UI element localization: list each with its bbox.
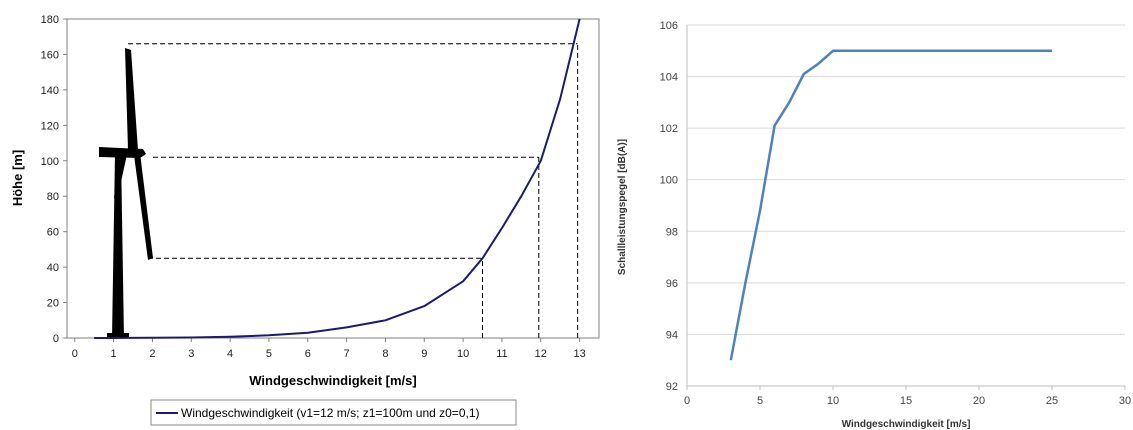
x-tick-label: 4 [227,348,233,360]
series-line [729,49,1052,361]
x-tick-label: 30 [1119,395,1131,407]
x-tick-label: 5 [757,395,763,407]
x-tick-label: 25 [1046,395,1058,407]
y-tick-label: 98 [666,226,678,238]
y-axis-right: 92 94 96 98 100 102 104 106 [660,20,688,393]
x-axis-title-right: Windgeschwindigkeit [m/s] [842,419,971,430]
y-tick-label: 100 [660,175,678,187]
x-tick-label: 8 [382,348,388,360]
legend-left: Windgeschwindigkeit (v1=12 m/s; z1=100m … [150,399,517,426]
y-tick-label: 140 [41,85,59,97]
x-tick-label: 3 [188,348,194,360]
y-tick-label: 94 [666,329,678,341]
x-tick-label: 0 [684,395,690,407]
y-tick-label: 0 [53,333,59,345]
wind-turbine-icon [99,48,153,338]
y-tick-label: 160 [41,49,59,61]
y-tick-label: 20 [47,298,59,310]
y-tick-label: 92 [666,381,678,393]
x-tick-label: 15 [900,395,912,407]
x-tick-label: 12 [535,348,547,360]
y-axis-title-left: Höhe [m] [10,150,25,206]
x-tick-label: 5 [266,348,272,360]
series-left [94,18,581,339]
x-tick-label: 20 [973,395,985,407]
legend-entry: Windgeschwindigkeit (v1=12 m/s; z1=100m … [181,406,480,420]
x-axis-title-left: Windgeschwindigkeit [m/s] [249,373,416,388]
x-tick-label: 10 [827,395,839,407]
x-tick-label: 9 [421,348,427,360]
y-axis-title-right: Schallleistungspegel [dB(A)] [617,139,628,275]
legend-box [150,399,517,426]
y-tick-label: 106 [660,20,678,32]
y-tick-label: 80 [47,191,59,203]
y-tick-label: 102 [660,123,678,135]
x-tick-label: 13 [573,348,585,360]
x-tick-label: 2 [149,348,155,360]
x-tick-label: 7 [344,348,350,360]
x-tick-label: 0 [72,348,78,360]
x-tick-label: 6 [305,348,311,360]
series-line [94,18,581,339]
y-tick-label: 180 [41,14,59,26]
y-tick-label: 40 [47,262,59,274]
x-tick-label: 1 [111,348,117,360]
plot-area-left [66,18,600,339]
y-tick-label: 96 [666,278,678,290]
y-axis-left: 0 20 40 60 80 100 120 140 160 180 [41,14,67,345]
x-axis-right: 0 5 10 15 20 25 30 [684,385,1131,407]
reference-dashed-lines [128,43,579,338]
x-tick-label: 10 [457,348,469,360]
sound-power-chart: 92 94 96 98 100 102 104 106 0 5 10 15 20 25 30 Windge… [617,20,1131,430]
series-right [729,49,1052,361]
y-tick-label: 100 [41,156,59,168]
y-tick-label: 60 [47,227,59,239]
x-axis-left: 0 1 2 3 4 5 6 7 8 9 10 11 12 13 [72,338,586,360]
gridlines-right [687,24,1125,387]
x-tick-label: 11 [496,348,507,360]
y-tick-label: 120 [41,120,59,132]
y-tick-label: 104 [660,72,678,84]
